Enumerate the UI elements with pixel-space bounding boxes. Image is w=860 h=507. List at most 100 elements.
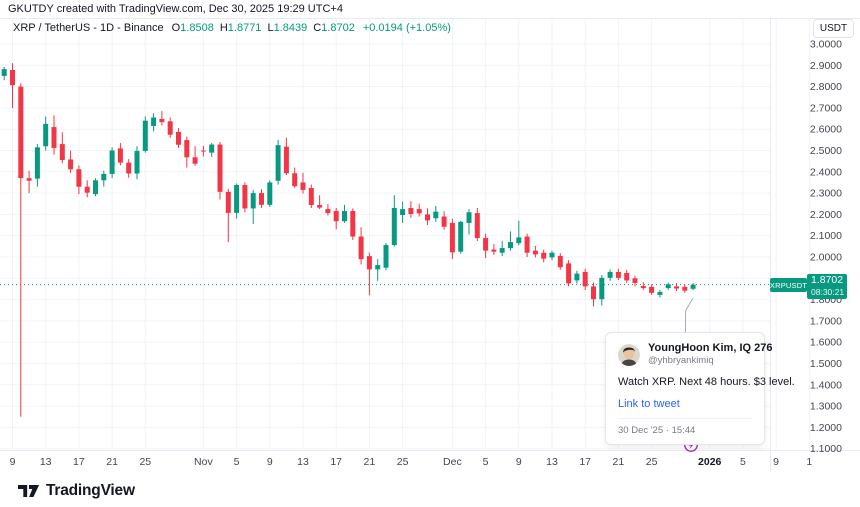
price-axis-label[interactable]: 2.1000 — [810, 230, 842, 242]
candle-body — [375, 265, 381, 270]
currency-toggle-button[interactable]: USDT — [813, 19, 854, 38]
candle-body — [1, 69, 7, 76]
price-axis-label[interactable]: 2.6000 — [810, 124, 842, 136]
time-axis-label[interactable]: 21 — [613, 456, 625, 468]
time-axis-label[interactable]: 2026 — [698, 456, 722, 468]
tweet-author-handle: @yhbryankimiq — [648, 355, 714, 366]
price-axis-label[interactable]: 2.4000 — [810, 166, 842, 178]
legend-change: +0.0194 (+1.05%) — [362, 22, 451, 34]
candle-body — [624, 272, 630, 281]
candle-body — [34, 147, 40, 179]
tweet-author-name: YoungHoon Kim, IQ 276 — [648, 342, 773, 354]
candle-body — [391, 208, 397, 246]
candle-body — [76, 169, 82, 187]
time-axis-label[interactable]: 25 — [139, 456, 151, 468]
candle-body — [167, 121, 173, 135]
candle-body — [200, 150, 206, 152]
time-axis-label[interactable]: 9 — [10, 456, 16, 468]
time-axis-label[interactable]: 21 — [106, 456, 118, 468]
time-axis-label[interactable]: 9 — [516, 456, 522, 468]
candle-body — [109, 150, 115, 174]
candle-body — [508, 242, 513, 249]
price-axis-label[interactable]: 2.3000 — [810, 188, 842, 200]
candle-body — [674, 286, 679, 289]
candle-body — [541, 252, 547, 259]
time-axis-label[interactable]: 5 — [234, 456, 240, 468]
time-axis-label[interactable]: Dec — [443, 456, 462, 468]
time-axis-label[interactable]: 17 — [579, 456, 591, 468]
time-axis-label[interactable]: 13 — [297, 456, 309, 468]
candle-body — [566, 263, 572, 284]
time-axis-label[interactable]: 13 — [40, 456, 52, 468]
time-axis-label[interactable]: 1 — [806, 456, 812, 468]
tweet-link[interactable]: Link to tweet — [618, 398, 680, 410]
time-axis-label[interactable]: 21 — [364, 456, 376, 468]
time-axis-label[interactable]: 25 — [646, 456, 658, 468]
candle-body — [68, 159, 74, 170]
candle-body — [18, 86, 24, 179]
candle-body — [516, 237, 522, 244]
time-axis-label[interactable]: 5 — [740, 456, 746, 468]
tradingview-logo[interactable]: TradingView — [18, 482, 135, 500]
price-axis-label[interactable]: 2.0000 — [810, 252, 842, 264]
price-axis-label[interactable]: 2.8000 — [810, 81, 842, 93]
candle-body — [59, 144, 65, 161]
price-axis-label[interactable]: 1.2000 — [810, 422, 842, 434]
candle-body — [292, 173, 298, 187]
time-axis-label[interactable]: 9 — [773, 456, 779, 468]
candle-body — [483, 238, 489, 251]
price-axis-label[interactable]: 2.5000 — [810, 145, 842, 157]
legend-high: H1.8771 — [219, 22, 262, 34]
time-axis-label[interactable]: 17 — [73, 456, 85, 468]
price-axis-label[interactable]: 2.2000 — [810, 209, 842, 221]
price-axis-label[interactable]: 2.7000 — [810, 102, 842, 114]
legend-open: O1.8508 — [171, 22, 214, 34]
candle-body — [209, 144, 215, 153]
candle-body — [383, 245, 389, 268]
price-axis-label[interactable]: 1.6000 — [810, 337, 842, 349]
candle-body — [325, 209, 331, 214]
candle-body — [151, 117, 157, 127]
last-price-value: 1.8702 — [811, 274, 844, 286]
candle-body — [10, 69, 15, 86]
candle-body — [225, 191, 231, 213]
candle-body — [51, 127, 57, 148]
candle-body — [333, 210, 339, 222]
price-axis-label[interactable]: 1.3000 — [810, 401, 842, 413]
candle-body — [433, 211, 439, 219]
price-axis-label[interactable]: 1.4000 — [810, 379, 842, 391]
tradingview-logo-icon — [18, 485, 40, 497]
price-axis-label[interactable]: 1.1000 — [810, 443, 842, 455]
time-axis-label[interactable]: 5 — [483, 456, 489, 468]
price-axis-label[interactable]: 3.0000 — [810, 39, 842, 51]
symbol-legend[interactable]: XRP / TetherUS - 1D - Binance O1.8508 H1.8… — [13, 22, 451, 34]
candle-body — [458, 221, 464, 252]
time-axis-label[interactable]: 25 — [397, 456, 409, 468]
candle-body — [267, 182, 273, 205]
candle-body — [449, 222, 455, 253]
tweet-connector-line — [685, 297, 694, 332]
candle-body — [134, 150, 140, 174]
time-axis-label[interactable]: 17 — [330, 456, 342, 468]
price-axis-label[interactable]: 1.7000 — [810, 315, 842, 327]
tradingview-logo-text: TradingView — [46, 482, 135, 499]
candle-body — [690, 284, 696, 289]
candle-body — [126, 162, 132, 174]
time-axis-label[interactable]: 13 — [546, 456, 558, 468]
tweet-text: Watch XRP. Next 48 hours. $3 level. — [618, 376, 795, 388]
candle-body — [657, 291, 663, 295]
candle-body — [425, 214, 430, 221]
time-axis-label[interactable]: 9 — [267, 456, 273, 468]
legend-close: C1.8702 — [313, 22, 355, 34]
candle-body — [117, 148, 123, 163]
tweet-timestamp: 30 Dec '25 · 15:44 — [618, 425, 696, 436]
candle-body — [682, 286, 688, 291]
time-axis-label[interactable]: Nov — [194, 456, 213, 468]
price-axis-label[interactable]: 1.5000 — [810, 358, 842, 370]
symbol-title: XRP / TetherUS - 1D - Binance — [13, 22, 164, 34]
legend-low: L1.8439 — [267, 22, 308, 34]
candle-body — [466, 212, 472, 223]
tweet-card[interactable]: YoungHoon Kim, IQ 276 @yhbryankimiq Watc… — [605, 332, 795, 445]
price-axis-label[interactable]: 2.9000 — [810, 60, 842, 72]
